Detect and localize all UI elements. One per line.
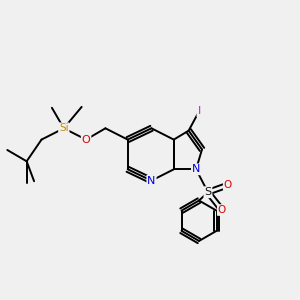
Text: S: S (204, 187, 211, 197)
Text: O: O (218, 205, 226, 215)
Text: I: I (197, 106, 201, 116)
Text: N: N (192, 164, 200, 174)
Text: O: O (82, 135, 91, 145)
Text: N: N (147, 176, 156, 186)
Text: O: O (224, 180, 232, 190)
Text: Si: Si (59, 123, 69, 133)
